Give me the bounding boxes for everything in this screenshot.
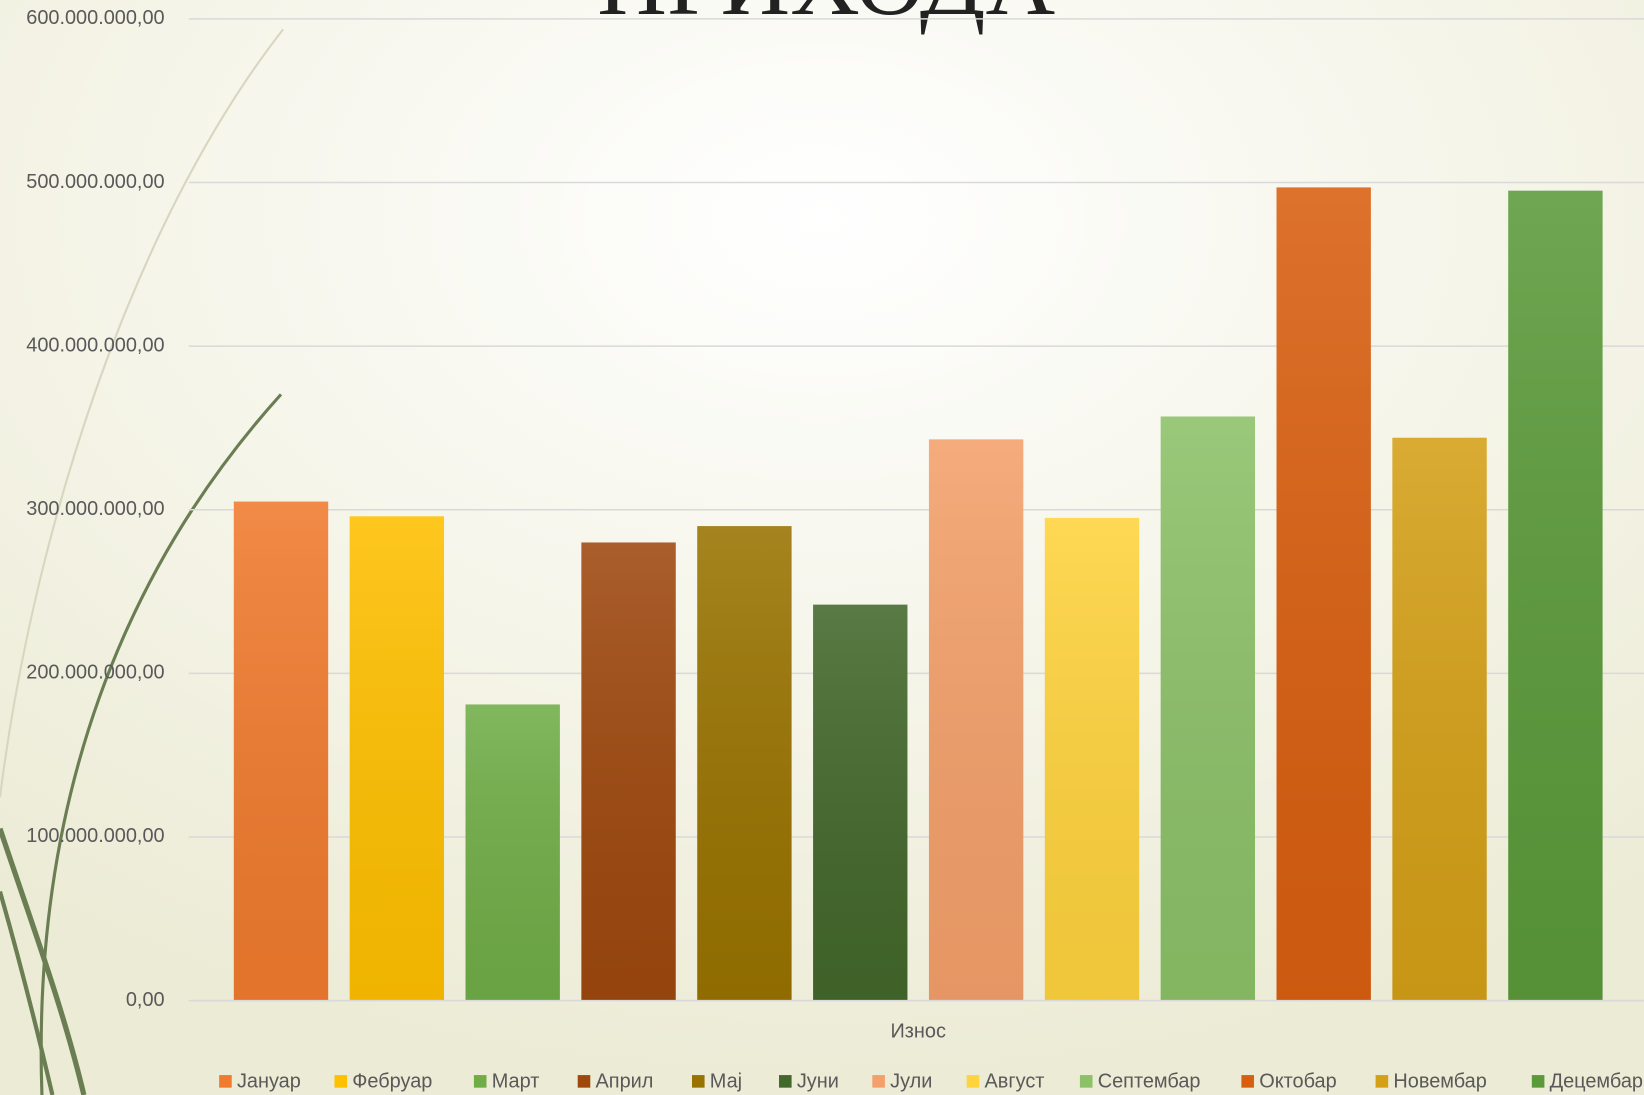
y-tick-label: 0,00 (126, 989, 165, 1011)
legend-label: Август (985, 1071, 1045, 1093)
bar-shade (1277, 187, 1371, 1000)
y-tick-label: 500.000.000,00 (26, 171, 164, 193)
legend-swatch (334, 1075, 347, 1088)
legend-swatch (872, 1075, 885, 1088)
chart: ПРИХОДА 0,00 100.000.000,00 200.000.000,00… (0, 0, 1644, 1095)
legend-swatch (1532, 1075, 1545, 1088)
legend-label: Децембар (1550, 1071, 1643, 1093)
legend-swatch (474, 1075, 487, 1088)
y-tick-label: 400.000.000,00 (26, 334, 164, 356)
bar-shade (1045, 518, 1139, 1001)
bar-shade (234, 502, 328, 1001)
y-tick-label: 200.000.000,00 (26, 662, 164, 684)
legend-swatch (219, 1075, 232, 1088)
legend-swatch (779, 1075, 792, 1088)
legend-label: Октобар (1259, 1071, 1336, 1093)
legend-label: Април (596, 1071, 654, 1093)
legend-label: Новембар (1393, 1071, 1486, 1093)
y-tick-label: 600.000.000,00 (26, 7, 164, 29)
chart-title: ПРИХОДА (597, 0, 1055, 35)
legend-swatch (967, 1075, 980, 1088)
legend-swatch (1080, 1075, 1093, 1088)
bar-shade (466, 704, 560, 1000)
bar-shade (1508, 191, 1602, 1001)
bar-shade (697, 526, 791, 1001)
legend-label: Мај (710, 1071, 742, 1093)
legend-label: Март (492, 1071, 540, 1093)
bar-shade (1161, 416, 1255, 1000)
bar-shade (581, 542, 675, 1000)
bar-shade (929, 439, 1023, 1000)
legend-label: Јули (890, 1071, 932, 1093)
legend-label: Јуни (797, 1071, 839, 1093)
legend-label: Септембар (1098, 1071, 1201, 1093)
legend-swatch (692, 1075, 705, 1088)
y-tick-label: 100.000.000,00 (26, 825, 164, 847)
legend-label: Фебруар (352, 1071, 432, 1093)
legend-label: Јануар (237, 1071, 301, 1093)
legend-swatch (578, 1075, 591, 1088)
bar-shade (813, 605, 907, 1001)
bar-shade (1392, 438, 1486, 1001)
y-tick-label: 300.000.000,00 (26, 498, 164, 520)
bar-shade (350, 516, 444, 1000)
legend-swatch (1241, 1075, 1254, 1088)
legend-swatch (1376, 1075, 1389, 1088)
x-tick-label: Износ (890, 1020, 945, 1042)
